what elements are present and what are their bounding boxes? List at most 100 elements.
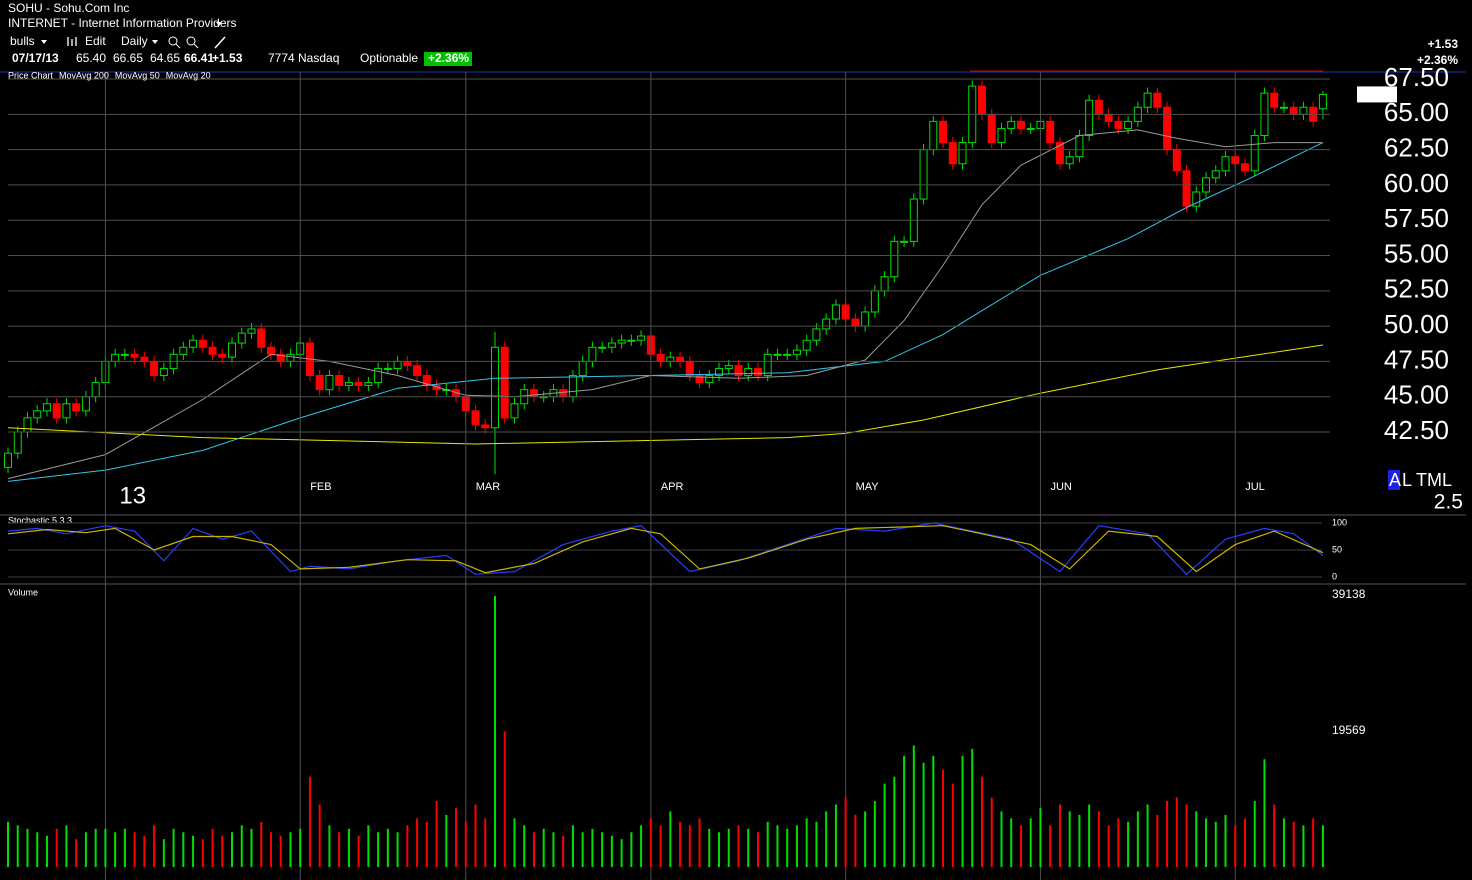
quote-change-pct: +2.36%: [428, 51, 469, 65]
volume-bar: [864, 811, 867, 867]
candle-body: [831, 304, 840, 320]
volume-bar: [455, 807, 458, 867]
list-menu[interactable]: bulls: [10, 34, 35, 48]
volume-bar: [75, 839, 78, 867]
candle-body: [179, 346, 188, 355]
volume-bar: [94, 828, 97, 867]
volume-bar: [1127, 821, 1130, 867]
volume-bar: [104, 828, 107, 867]
volume-bar: [513, 818, 516, 867]
dropdown-arrow[interactable]: [152, 40, 158, 44]
candle-body: [1182, 170, 1191, 207]
volume-bar: [610, 835, 613, 867]
dropdown-arrow[interactable]: [41, 40, 47, 44]
candle-body: [1270, 92, 1279, 108]
candle-body: [130, 353, 139, 358]
candle-body: [1221, 156, 1230, 172]
candle-body: [500, 346, 509, 419]
candle-body: [1153, 92, 1162, 108]
zoom-in[interactable]: [168, 36, 178, 46]
volume-bar: [951, 783, 954, 867]
candle-body: [773, 353, 782, 356]
volume-bar: [55, 828, 58, 867]
industry[interactable]: INTERNET - Internet Information Provider…: [8, 16, 237, 30]
period-menu[interactable]: Daily: [121, 34, 148, 48]
y-tick-label: 100: [1332, 517, 1347, 527]
volume-bar: [1321, 825, 1324, 867]
candle-body: [724, 365, 733, 369]
volume-bar: [1000, 811, 1003, 867]
candle-body: [1016, 120, 1025, 129]
volume-bar: [981, 776, 983, 867]
y-tick-label: 50: [1332, 544, 1342, 554]
volume-bar: [192, 835, 195, 867]
volume-bar: [318, 804, 321, 867]
x-tick-label: JUN: [1050, 481, 1071, 493]
volume-bar: [474, 804, 477, 867]
candle-body: [120, 353, 129, 356]
candle-body: [822, 318, 831, 330]
draw-tool[interactable]: [214, 36, 226, 49]
candle-body: [1318, 93, 1327, 110]
volume-bar: [84, 832, 87, 867]
price-panel: [4, 80, 1327, 482]
volume-bar: [162, 839, 165, 867]
volume-bar: [231, 832, 234, 867]
volume-bar: [747, 828, 750, 867]
volume-bar: [679, 821, 682, 867]
quote-last: 66.41: [184, 51, 214, 65]
volume-bar: [1078, 814, 1081, 867]
volume-bar: [114, 832, 117, 867]
volume-bar: [591, 828, 594, 867]
volume-bar: [688, 825, 691, 867]
candle-body: [1240, 163, 1249, 172]
candle-body: [870, 290, 879, 313]
volume-bar: [844, 797, 847, 867]
candle-body: [744, 367, 753, 377]
volume-bar: [854, 814, 857, 867]
candle-body: [890, 240, 899, 278]
price-tag: [1357, 86, 1397, 103]
volume-bar: [269, 832, 272, 867]
volume-bar: [727, 828, 730, 867]
volume-bar: [756, 832, 759, 867]
zoom-out: [193, 43, 199, 49]
x-tick-label: 13: [119, 482, 146, 509]
volume-bar: [386, 828, 389, 867]
candle-body: [802, 339, 811, 351]
candle-body: [364, 382, 373, 386]
candle-body: [1211, 170, 1220, 179]
edit-icon[interactable]: [67, 37, 69, 46]
candle-body: [1046, 120, 1055, 144]
candle-body: [1250, 135, 1259, 172]
y-tick-label: 50.00: [1384, 309, 1449, 339]
quote-date: 07/17/13: [12, 51, 59, 65]
volume-bar: [971, 748, 974, 867]
volume-bar: [26, 828, 29, 867]
dropdown-arrow[interactable]: [216, 22, 222, 26]
volume-bar: [581, 832, 584, 867]
candle-body: [13, 431, 22, 454]
quote-volume: 7774: [268, 51, 295, 65]
volume-bar: [620, 839, 623, 867]
edit-button[interactable]: Edit: [85, 34, 106, 48]
candle-body: [1163, 106, 1172, 151]
volume-bar: [942, 769, 945, 867]
candle-body: [1192, 191, 1201, 207]
candle-body: [159, 367, 168, 377]
zoom-out[interactable]: [186, 36, 196, 46]
volume-bar: [883, 783, 886, 867]
candle-body: [1124, 120, 1133, 129]
volume-bar: [406, 825, 409, 867]
volume-bar: [367, 825, 370, 867]
volume-bar: [990, 797, 993, 867]
volume-bar: [815, 821, 818, 867]
candle-body: [783, 353, 792, 356]
volume-bar: [1273, 804, 1276, 867]
volume-bar: [396, 832, 399, 867]
volume-bar: [1146, 804, 1149, 867]
candle-body: [266, 346, 275, 355]
candle-body: [52, 403, 61, 419]
volume-bar: [260, 821, 263, 867]
candle-body: [900, 240, 909, 243]
